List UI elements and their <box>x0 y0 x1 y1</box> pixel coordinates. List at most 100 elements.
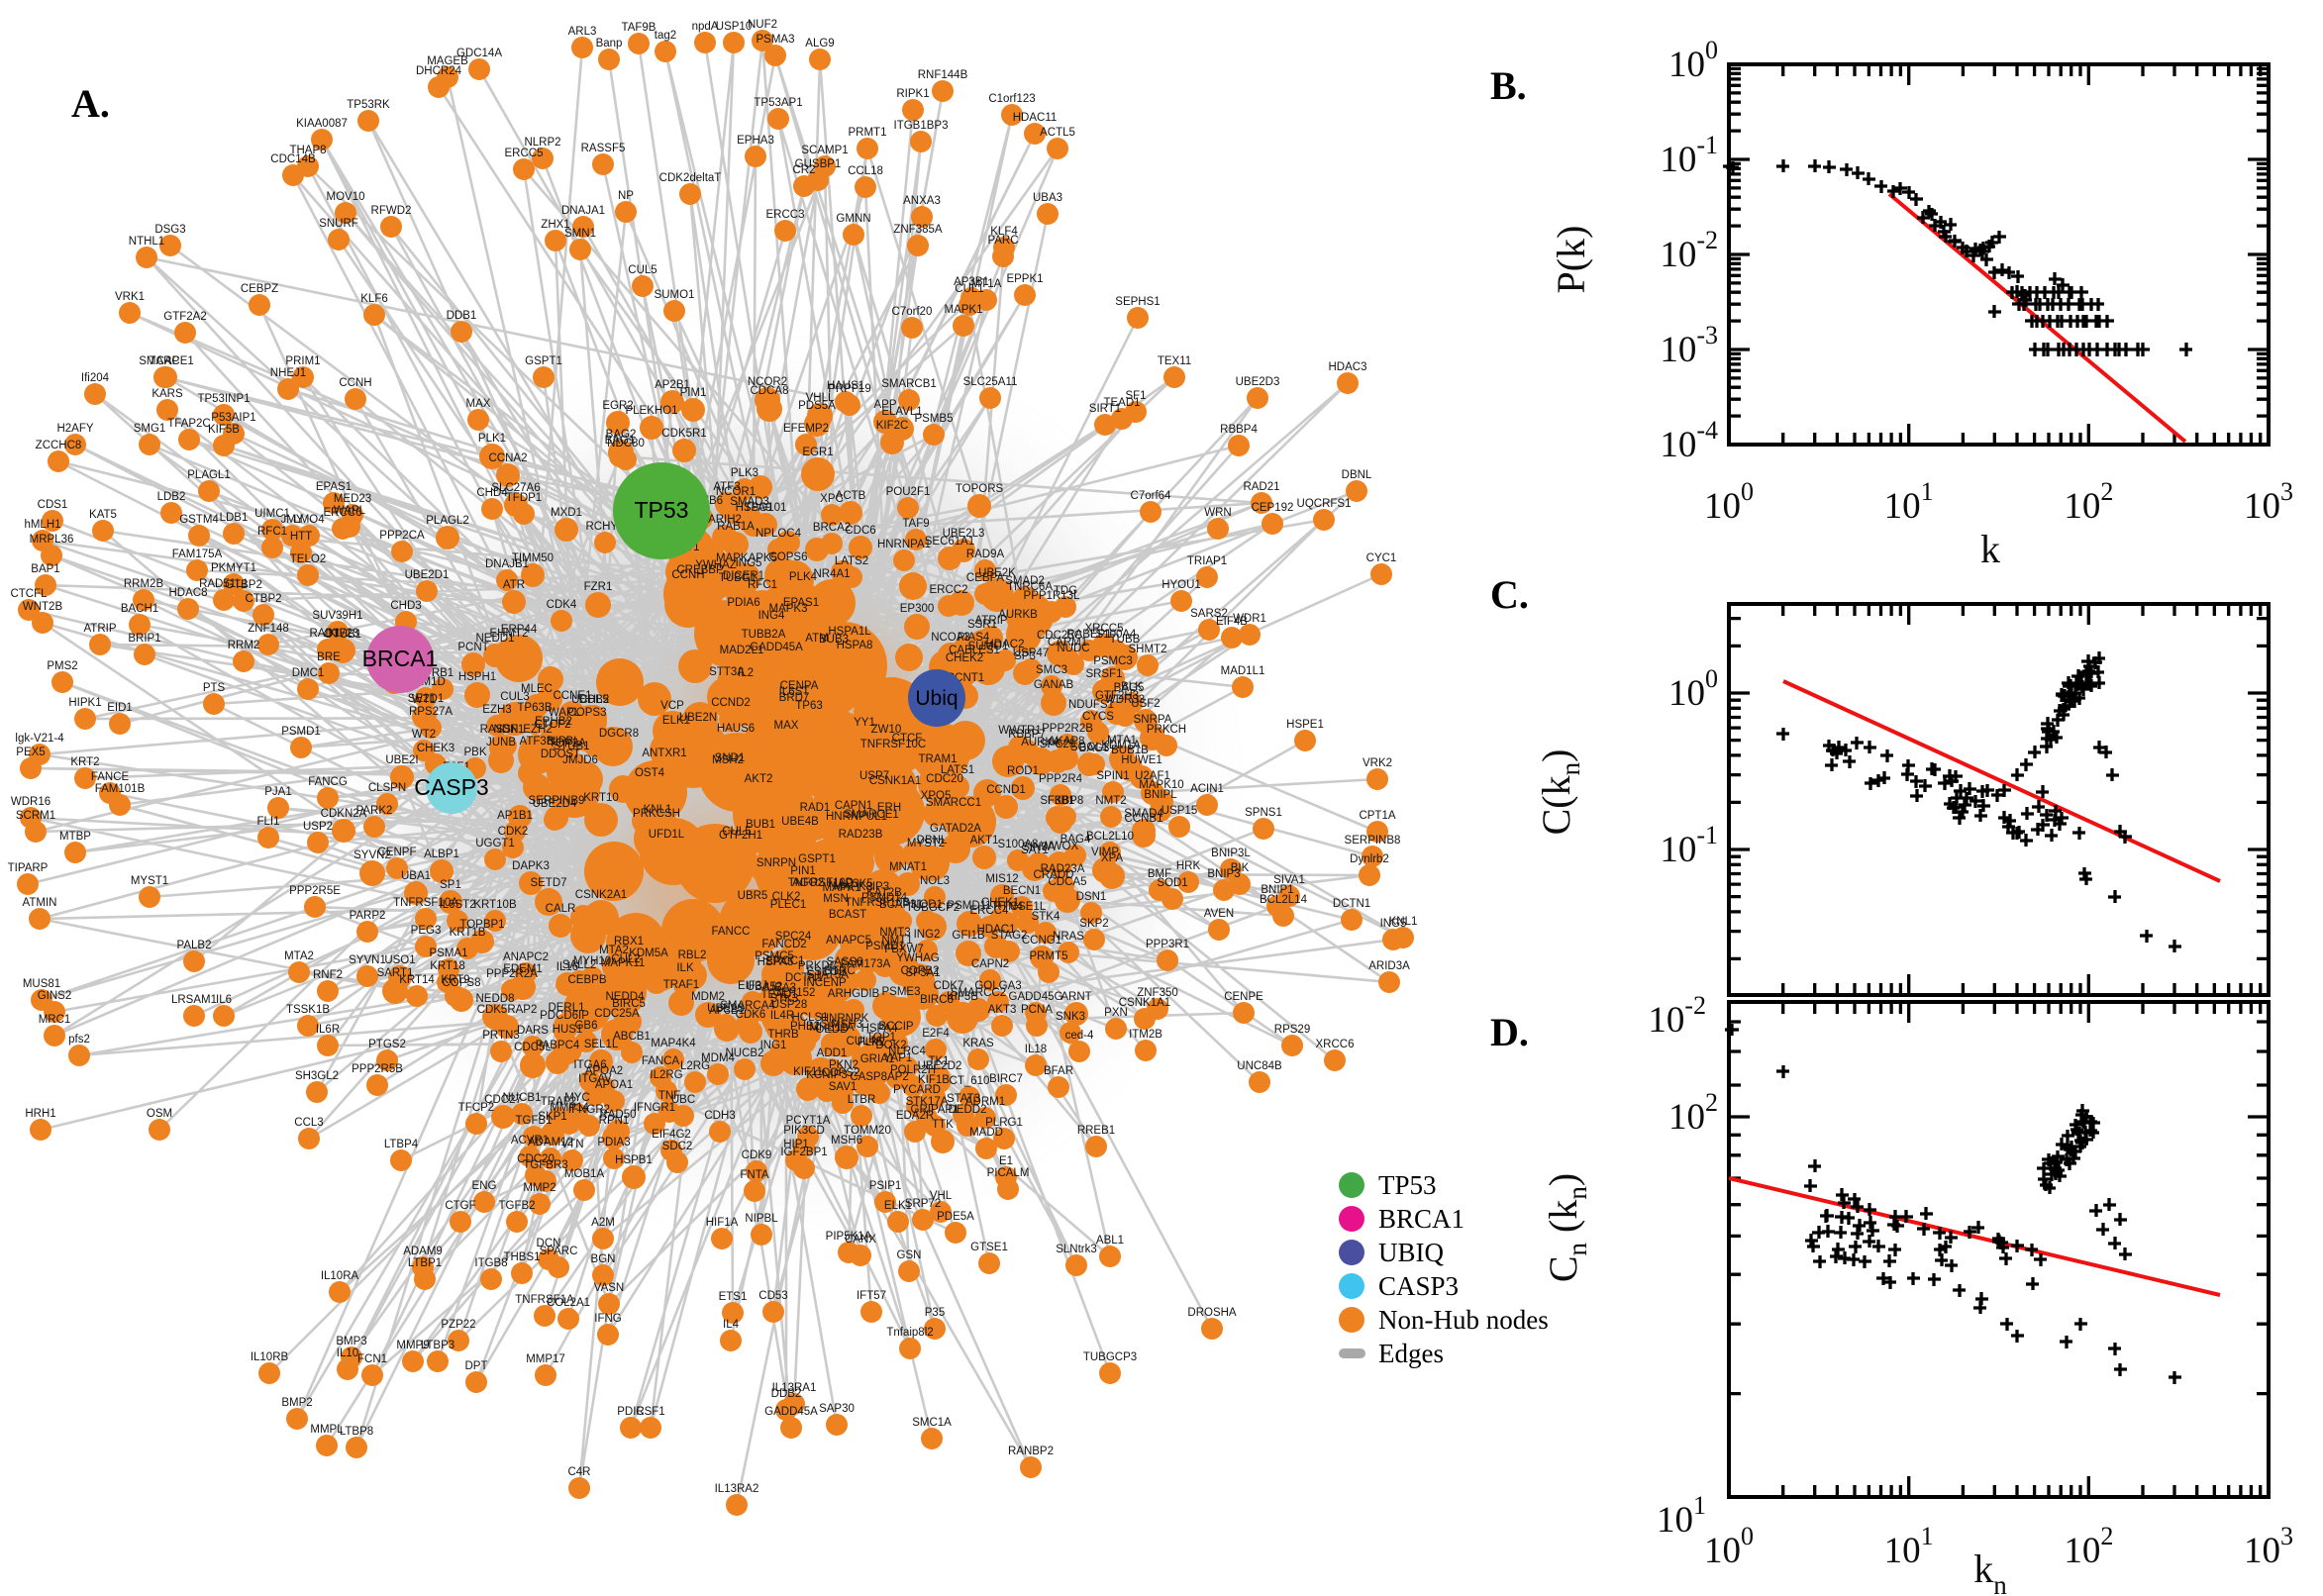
svg-text:CUL5: CUL5 <box>722 826 751 838</box>
svg-text:NP: NP <box>618 190 634 202</box>
svg-text:DARS: DARS <box>517 1025 549 1037</box>
svg-text:TP53INP1: TP53INP1 <box>197 393 250 405</box>
svg-text:RRM2: RRM2 <box>228 640 260 651</box>
svg-text:TNF: TNF <box>658 1090 680 1102</box>
svg-text:HDAC11: HDAC11 <box>1013 112 1058 124</box>
svg-text:PSIP1: PSIP1 <box>869 1180 902 1192</box>
svg-text:GRIPAP1: GRIPAP1 <box>911 1104 960 1116</box>
svg-text:CASP3: CASP3 <box>414 774 488 800</box>
svg-text:KRT14: KRT14 <box>399 974 435 986</box>
svg-text:CUL5: CUL5 <box>628 264 656 276</box>
svg-text:STK3: STK3 <box>770 993 799 1005</box>
svg-text:NDN: NDN <box>494 724 519 736</box>
svg-text:DMC1: DMC1 <box>292 667 325 679</box>
svg-text:IL10RA: IL10RA <box>321 1270 359 1282</box>
svg-text:DICER1: DICER1 <box>723 570 764 582</box>
svg-text:TGFB2: TGFB2 <box>498 1200 535 1212</box>
svg-text:MDM2: MDM2 <box>691 991 725 1003</box>
svg-text:USP2: USP2 <box>303 821 333 833</box>
svg-text:YAP1: YAP1 <box>884 1052 913 1064</box>
svg-text:TFCP2: TFCP2 <box>458 1102 494 1114</box>
svg-text:CRADD: CRADD <box>1034 869 1074 881</box>
svg-text:ITGB1BP3: ITGB1BP3 <box>894 120 949 132</box>
svg-text:SP3: SP3 <box>1014 650 1036 662</box>
svg-text:ZW10: ZW10 <box>871 724 902 736</box>
svg-text:EZH3: EZH3 <box>482 704 511 716</box>
svg-text:PLK4: PLK4 <box>789 571 818 583</box>
svg-text:ZNF385A: ZNF385A <box>893 224 943 236</box>
svg-text:CDC25C: CDC25C <box>1037 630 1082 642</box>
svg-text:CTGF: CTGF <box>445 1200 475 1212</box>
svg-text:RBX1: RBX1 <box>614 936 644 948</box>
svg-text:GSPT1: GSPT1 <box>798 853 836 865</box>
svg-text:PPP2R5B: PPP2R5B <box>352 1063 403 1075</box>
svg-text:BNIP1: BNIP1 <box>1261 884 1293 896</box>
svg-text:CTCF2: CTCF2 <box>534 719 570 731</box>
svg-text:KRT10: KRT10 <box>583 792 619 804</box>
svg-text:SMARCB1: SMARCB1 <box>881 378 937 390</box>
svg-text:10-4: 10-4 <box>1660 416 1718 465</box>
svg-text:U2AF1: U2AF1 <box>1135 770 1170 782</box>
svg-text:PCNA: PCNA <box>1021 1004 1053 1016</box>
svg-text:BCL2L10: BCL2L10 <box>1086 831 1134 843</box>
svg-text:TELO2: TELO2 <box>290 553 326 565</box>
svg-text:P35: P35 <box>925 1307 945 1319</box>
svg-text:OSM: OSM <box>147 1108 172 1120</box>
svg-text:DBNL: DBNL <box>1342 469 1372 481</box>
svg-text:KLF6: KLF6 <box>360 293 388 305</box>
svg-text:BLK: BLK <box>1121 681 1143 693</box>
svg-text:FCN1: FCN1 <box>357 1353 387 1365</box>
svg-text:CHEK3: CHEK3 <box>417 743 454 754</box>
svg-text:MMP17: MMP17 <box>526 1353 565 1365</box>
svg-text:BAG3: BAG3 <box>1079 743 1110 754</box>
svg-text:USP28: USP28 <box>771 999 807 1011</box>
svg-text:RFC1: RFC1 <box>748 579 777 591</box>
svg-text:SPARC: SPARC <box>540 1246 578 1257</box>
svg-text:KNL1: KNL1 <box>1389 916 1418 928</box>
svg-text:ATF3: ATF3 <box>713 481 740 493</box>
svg-text:VTN: VTN <box>561 1139 584 1150</box>
svg-text:TUBGCP2: TUBGCP2 <box>906 902 960 914</box>
svg-text:IL6ST2: IL6ST2 <box>439 899 475 911</box>
svg-text:HSPA5: HSPA5 <box>758 956 794 968</box>
svg-text:RFWD2: RFWD2 <box>371 205 412 217</box>
svg-text:SRSF1: SRSF1 <box>1085 668 1122 680</box>
svg-text:CCNH: CCNH <box>671 569 704 581</box>
svg-text:ARHGDIB: ARHGDIB <box>828 988 880 1000</box>
svg-text:SASS6: SASS6 <box>826 956 862 968</box>
svg-text:CCL18: CCL18 <box>848 165 883 177</box>
svg-text:SRP72: SRP72 <box>905 1198 941 1210</box>
svg-text:UCHL5: UCHL5 <box>571 694 609 706</box>
svg-text:USP10: USP10 <box>716 21 752 33</box>
svg-text:LTBR: LTBR <box>848 1094 876 1106</box>
svg-text:SH3GL2: SH3GL2 <box>295 1070 339 1082</box>
svg-text:SLC25A11: SLC25A11 <box>963 376 1018 388</box>
svg-text:PPP2R2A: PPP2R2A <box>486 968 538 980</box>
svg-text:NCOR2: NCOR2 <box>748 376 787 388</box>
svg-text:PRIM1: PRIM1 <box>285 355 320 367</box>
svg-text:PICALM: PICALM <box>987 1167 1030 1179</box>
svg-text:GB6: GB6 <box>574 1020 597 1032</box>
svg-text:GADD45G: GADD45G <box>1009 991 1063 1003</box>
svg-text:Ubiq: Ubiq <box>915 687 958 710</box>
svg-text:GSTM4: GSTM4 <box>179 514 219 526</box>
svg-text:WRN: WRN <box>1204 507 1231 519</box>
svg-text:HAUS6: HAUS6 <box>717 723 755 735</box>
svg-text:102: 102 <box>2064 1522 2113 1571</box>
svg-text:AP3B1: AP3B1 <box>709 1005 745 1017</box>
svg-text:SF3B1: SF3B1 <box>1040 795 1074 807</box>
svg-text:CSF1: CSF1 <box>636 1406 664 1418</box>
svg-text:MMP2: MMP2 <box>523 1182 556 1194</box>
svg-text:HSPB1: HSPB1 <box>615 1154 653 1166</box>
svg-text:CPT1A: CPT1A <box>1359 810 1395 822</box>
svg-text:EIF4G2: EIF4G2 <box>652 1129 691 1141</box>
svg-text:TRAM1: TRAM1 <box>919 753 958 765</box>
svg-text:ARID3A: ARID3A <box>1368 960 1410 972</box>
svg-text:TDG: TDG <box>1054 585 1077 597</box>
svg-text:ACIN1: ACIN1 <box>1190 783 1224 795</box>
svg-text:KRT2: KRT2 <box>70 756 99 768</box>
svg-text:UFD1L: UFD1L <box>649 829 685 841</box>
svg-text:RAD1: RAD1 <box>800 802 831 814</box>
svg-text:INCENP: INCENP <box>803 977 847 989</box>
svg-text:XPC: XPC <box>820 493 844 505</box>
